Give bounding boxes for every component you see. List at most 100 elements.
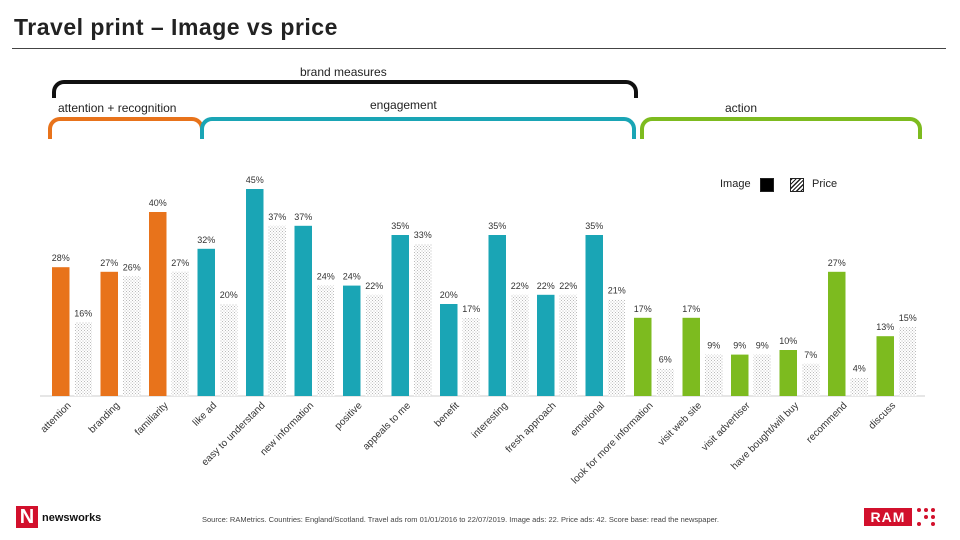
- bar-price-9: [511, 294, 529, 396]
- data-label-price-4: 37%: [268, 212, 286, 222]
- category-label-16: recommend: [804, 400, 849, 445]
- category-label-0: attention: [39, 400, 74, 435]
- data-label-image-9: 35%: [488, 221, 506, 231]
- bar-price-8: [462, 317, 480, 396]
- data-label-price-5: 24%: [317, 272, 335, 282]
- data-label-price-3: 20%: [220, 290, 238, 300]
- bar-price-10: [559, 294, 577, 396]
- action-bracket: [640, 117, 922, 139]
- bar-image-16: [828, 271, 846, 396]
- category-label-10: fresh approach: [504, 400, 559, 455]
- bar-price-1: [123, 276, 141, 396]
- bar-image-11: [585, 235, 603, 396]
- category-label-5: new information: [258, 400, 316, 458]
- engagement-label: engagement: [370, 98, 437, 112]
- data-label-image-16: 27%: [828, 258, 846, 268]
- legend-image-swatch: [760, 178, 774, 192]
- bar-price-15: [802, 363, 820, 396]
- bar-image-13: [682, 317, 700, 396]
- data-label-price-17: 15%: [899, 313, 917, 323]
- data-label-image-12: 17%: [634, 304, 652, 314]
- attention-text: attention: [58, 101, 105, 115]
- data-label-price-13: 9%: [707, 341, 720, 351]
- data-label-price-14: 9%: [756, 341, 769, 351]
- bar-image-17: [876, 336, 894, 396]
- data-label-image-11: 35%: [585, 221, 603, 231]
- engagement-bracket: [200, 117, 636, 139]
- category-label-11: emotional: [569, 400, 607, 438]
- plus-text: +: [107, 101, 115, 115]
- attention-label: attention + recognition: [58, 101, 176, 115]
- data-label-price-2: 27%: [171, 258, 189, 268]
- bar-image-5: [294, 225, 312, 396]
- bar-price-3: [220, 304, 238, 396]
- bar-price-4: [268, 225, 286, 396]
- data-label-image-0: 28%: [52, 253, 70, 263]
- bar-image-14: [731, 354, 749, 396]
- data-label-image-3: 32%: [197, 235, 215, 245]
- data-label-image-2: 40%: [149, 198, 167, 208]
- data-label-price-10: 22%: [559, 281, 577, 291]
- data-label-image-4: 45%: [246, 175, 264, 185]
- page-title: Travel print – Image vs price: [14, 14, 338, 40]
- data-label-image-7: 35%: [391, 221, 409, 231]
- ram-logo: RAM: [864, 508, 912, 526]
- category-label-17: discuss: [867, 400, 898, 431]
- bar-price-2: [171, 271, 189, 396]
- brand-measures-bracket: [52, 80, 638, 98]
- data-label-image-10: 22%: [537, 281, 555, 291]
- bar-price-6: [365, 294, 383, 396]
- category-label-6: positive: [333, 400, 365, 432]
- bar-price-7: [414, 244, 432, 396]
- data-label-price-16: 4%: [853, 364, 866, 374]
- data-label-price-9: 22%: [511, 281, 529, 291]
- data-label-price-8: 17%: [462, 304, 480, 314]
- data-label-image-5: 37%: [294, 212, 312, 222]
- title-divider: [12, 48, 946, 49]
- category-label-1: branding: [87, 400, 122, 435]
- bar-image-7: [391, 235, 409, 396]
- bar-price-0: [74, 322, 92, 396]
- source-note: Source: RAMetrics. Countries: England/Sc…: [202, 515, 719, 524]
- data-label-image-6: 24%: [343, 272, 361, 282]
- bar-image-0: [52, 267, 70, 396]
- data-label-image-13: 17%: [682, 304, 700, 314]
- category-label-8: benefit: [433, 400, 462, 429]
- bar-image-12: [634, 317, 652, 396]
- bar-image-1: [100, 271, 118, 396]
- bar-price-14: [753, 354, 771, 396]
- action-label: action: [725, 101, 758, 115]
- recognition-text: recognition: [117, 101, 177, 115]
- brand-measures-label: brand measures: [300, 65, 387, 79]
- data-label-price-12: 6%: [659, 354, 672, 364]
- data-label-image-17: 13%: [876, 322, 894, 332]
- category-label-13: visit web site: [656, 400, 704, 448]
- bar-price-5: [317, 285, 335, 396]
- bar-image-10: [537, 294, 555, 396]
- data-label-price-7: 33%: [414, 230, 432, 240]
- category-label-7: appeals to me: [361, 400, 414, 453]
- legend-price-label: Price: [812, 178, 838, 190]
- newsworks-logo-mark: N: [16, 506, 38, 528]
- bar-image-4: [246, 189, 264, 396]
- data-label-price-11: 21%: [608, 285, 626, 295]
- data-label-image-1: 27%: [100, 258, 118, 268]
- bar-price-13: [705, 354, 723, 396]
- category-label-14: visit advertiser: [700, 400, 753, 453]
- category-label-2: familiarity: [133, 400, 171, 438]
- data-label-image-15: 10%: [779, 336, 797, 346]
- bar-price-16: [850, 377, 868, 396]
- bar-image-15: [779, 350, 797, 396]
- bar-image-8: [440, 304, 458, 396]
- data-label-price-15: 7%: [804, 350, 817, 360]
- category-label-12: look for more information: [570, 400, 656, 486]
- newsworks-logo-text: newsworks: [42, 512, 102, 524]
- category-label-3: like ad: [191, 400, 219, 428]
- ram-logo-dots: [917, 508, 943, 526]
- data-label-price-0: 16%: [74, 308, 92, 318]
- data-label-image-8: 20%: [440, 290, 458, 300]
- data-label-image-14: 9%: [733, 341, 746, 351]
- category-label-9: interesting: [470, 400, 510, 440]
- bar-price-17: [899, 327, 917, 396]
- bar-chart: 28% 16% attention 27% 26% branding 40% 27% famil…: [39, 175, 925, 486]
